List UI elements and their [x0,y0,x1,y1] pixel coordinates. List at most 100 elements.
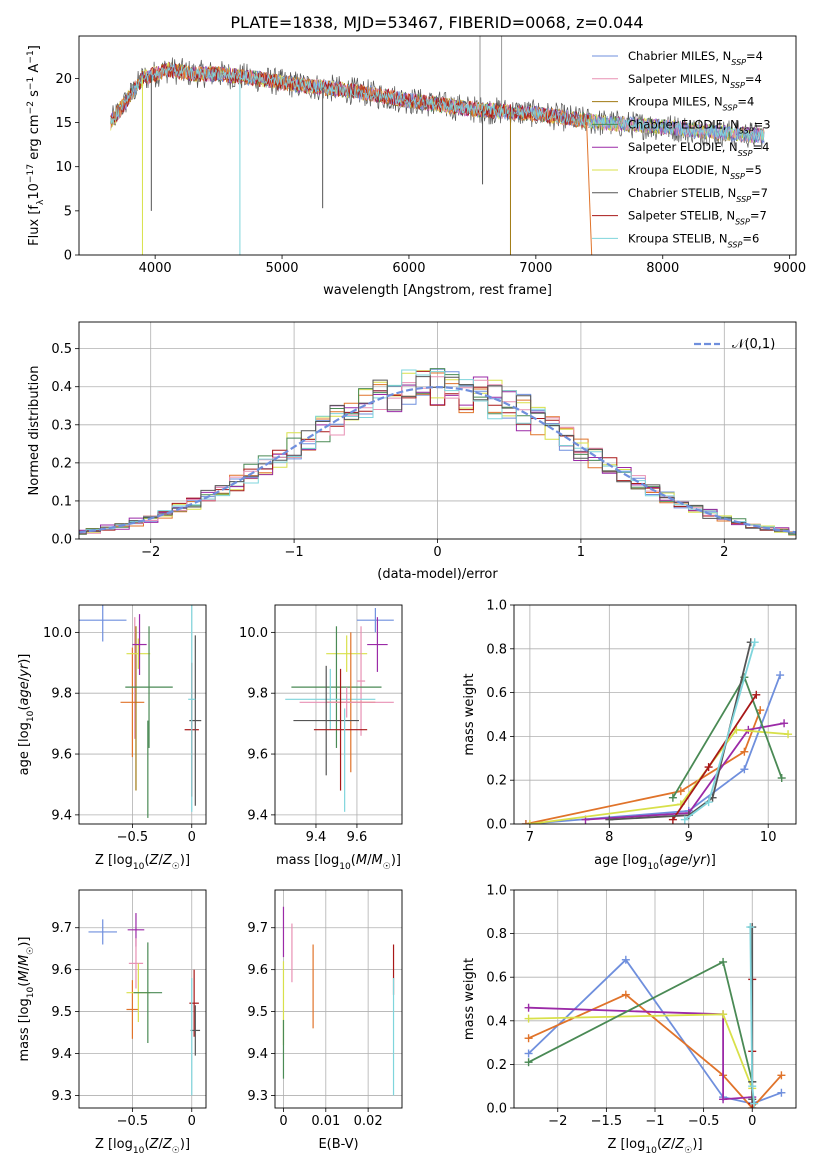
y-tick-label: 10 [55,160,72,175]
histogram-step [79,369,796,533]
x-tick-label: −0.5 [688,1114,720,1129]
label-part: SSP [739,126,754,135]
axes-frame [513,889,797,1109]
y-axis-label: mass [log10(M/M☉)] [17,937,36,1062]
label-part: Kroupa MILES, N [628,95,723,109]
y-tick-label: 0.8 [486,642,507,657]
y-axis-label: mass weight [462,958,477,1040]
label-part: ( [657,1137,662,1152]
x-tick-label: 9.4 [306,830,327,845]
x-tick-label: 9.6 [347,830,368,845]
label-part: Z [162,1137,173,1152]
legend-label: Kroupa MILES, NSSP=4 [628,95,754,113]
x-tick-label: −2 [141,545,160,560]
x-axis-label: (data-model)/error [377,567,498,582]
label-part: Z [log [607,1137,645,1152]
label-part: Z [log [95,853,133,868]
panel-weight-vs-Z: −2 −1.5 −1 −0.5 0 0.0 0.2 0.4 0.6 0.8 1.0 Z [log10(… [462,884,797,1156]
x-tick-label: 0.02 [354,1114,383,1129]
label-part: Kroupa STELIB, N [628,231,728,245]
normal-curve [79,385,796,534]
label-part: ( [17,982,32,987]
label-part: 10 [26,987,36,999]
x-axis-label: mass [log10(M/M☉)] [276,853,401,872]
y-tick-label: 9.5 [51,1005,72,1020]
legend-label: Kroupa STELIB, NSSP=6 [628,231,759,249]
y-tick-label: 9.4 [51,1047,72,1062]
label-part: ] [27,45,42,50]
y-tick-label: 9.6 [247,963,268,978]
weight-line [528,1006,753,1101]
panel-mass-vs-EBV: 0 0.01 0.02 9.3 9.4 9.5 9.6 9.7 E(B-V) [247,889,403,1152]
label-part: / [158,1137,163,1152]
label-part: s [27,90,42,101]
label-part: 10 [645,1146,657,1156]
label-part: age [log [594,853,647,868]
label-part: age [log [17,722,32,775]
label-part: Flux [f [27,205,42,246]
label-part: / [17,965,32,970]
label-part: 10 [26,710,36,722]
label-part: Z [log [95,1137,133,1152]
label-part: Z [674,1137,685,1152]
label-part: Chabrier MILES, N [628,49,731,63]
label-part: −17 [26,164,36,183]
label-part: =6 [742,231,759,245]
axes-frame [78,321,797,540]
label-part: / [671,1137,676,1152]
label-part: Z [149,1137,160,1152]
weight-lines [521,638,793,824]
y-tick-label: 5 [64,204,72,219]
y-tick-label: 0.6 [486,971,507,986]
panel-mass-vs-Z: −0.5 09.39.49.59.69.7Z [log10(Z/Z☉)]mass … [17,889,207,1156]
y-axis-label: Normed distribution [27,366,42,496]
label-part: / [158,853,163,868]
label-part: SSP [736,194,751,203]
histograms [79,368,796,536]
y-tick-label: 9.3 [247,1089,268,1104]
x-tick-label: 0 [433,545,441,560]
x-tick-label: 0.01 [311,1114,340,1129]
y-tick-label: 0.0 [486,1102,507,1117]
y-tick-label: 9.8 [51,687,72,702]
x-tick-label: 0 [279,1114,287,1129]
y-tick-label: 0.4 [486,730,507,745]
label-part: A [27,64,42,77]
weight-lines [524,923,786,1108]
label-part: =4 [745,72,762,86]
y-tick-label: 0.5 [51,342,72,357]
label-part: =5 [745,163,762,177]
label-part: ☉ [684,1146,692,1156]
y-tick-label: 9.4 [51,808,72,823]
label-part: M [356,853,367,868]
y-tick-label: 0.4 [486,1014,507,1029]
y-tick-label: 9.6 [247,748,268,763]
label-part: ☉ [26,947,36,955]
label-part: Z [661,1137,672,1152]
y-tick-label: 0.2 [51,456,72,471]
x-tick-label: 8000 [646,261,679,276]
label-part: )] [706,853,716,868]
y-tick-label: 9.6 [51,748,72,763]
label-part: −2 [26,101,36,114]
label-part: 10 [27,183,42,200]
y-tick-label: 9.6 [51,963,72,978]
label-part: age [664,853,688,868]
x-axis-label: age [log10(age/yr)] [594,853,716,872]
y-tick-label: 10.0 [43,626,72,641]
label-part: SSP [738,149,753,158]
label-part: yr [692,853,708,868]
label-part: )] [180,853,190,868]
label-part: SSP [735,217,750,226]
figure-title: PLATE=1838, MJD=53467, FIBERID=0068, z=0… [230,13,643,32]
panel-age-vs-Z: −0.5 09.49.69.810.0Z [log10(Z/Z☉)]age [lo… [17,604,207,872]
x-axis-label: Z [log10(Z/Z☉)] [95,853,190,872]
cutoff-line [586,122,593,255]
label-part: Z [162,853,173,868]
x-tick-label: 9000 [773,261,806,276]
axes-frame [78,35,797,256]
label-part: Chabrier ELODIE, N [628,117,739,131]
y-tick-label: 9.7 [247,921,268,936]
label-part: Z [149,853,160,868]
